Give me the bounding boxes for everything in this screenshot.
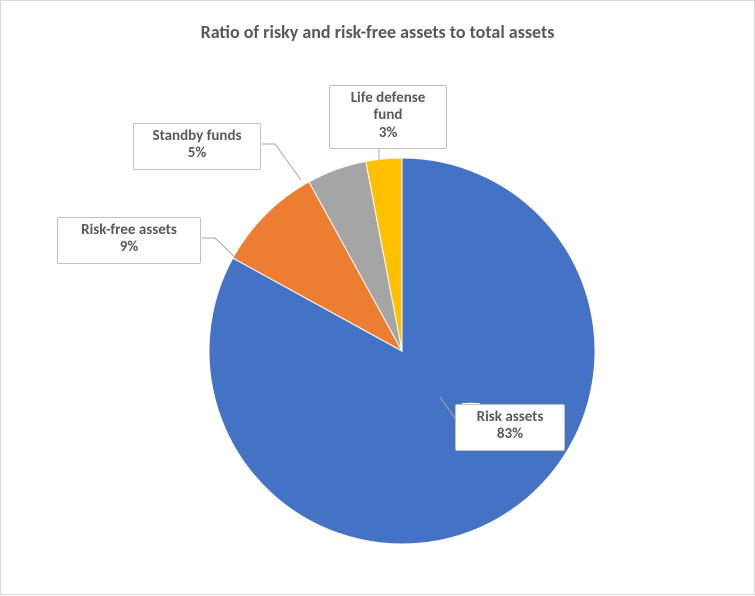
callout-percent: 3% — [340, 125, 436, 142]
callout-percent: 83% — [466, 426, 554, 443]
callout-label: Life defense fund — [340, 90, 436, 125]
callout-percent: 9% — [68, 239, 190, 256]
callout-label: Risk-free assets — [68, 222, 190, 239]
callout-standby-funds: Standby funds 5% — [133, 123, 261, 170]
callout-label: Standby funds — [144, 128, 250, 145]
callout-life-defense-fund: Life defense fund 3% — [329, 85, 447, 149]
callout-risk-assets: Risk assets 83% — [455, 404, 565, 451]
callout-risk-free-assets: Risk-free assets 9% — [57, 217, 201, 264]
chart-frame: Ratio of risky and risk-free assets to t… — [0, 0, 755, 595]
callout-percent: 5% — [144, 145, 250, 162]
callout-label: Risk assets — [466, 409, 554, 426]
